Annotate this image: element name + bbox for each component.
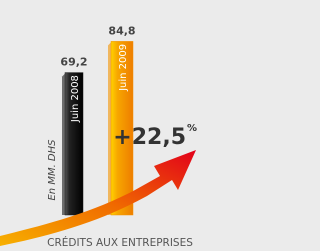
growth-unit: % <box>187 123 197 134</box>
chart: 69,2 Juin 2008 84,8 Juin 2009 En MM. DHS +2… <box>0 0 240 251</box>
growth-label: +22,5 <box>113 125 186 150</box>
category-label: Juin 2008 <box>70 75 81 123</box>
caption: CRÉDITS AUX ENTREPRISES <box>47 236 193 249</box>
value-label: 69,2 <box>60 56 87 69</box>
unit-label: En MM. DHS <box>47 139 58 201</box>
value-label: 84,8 <box>108 24 135 37</box>
category-label: Juin 2009 <box>118 44 129 92</box>
